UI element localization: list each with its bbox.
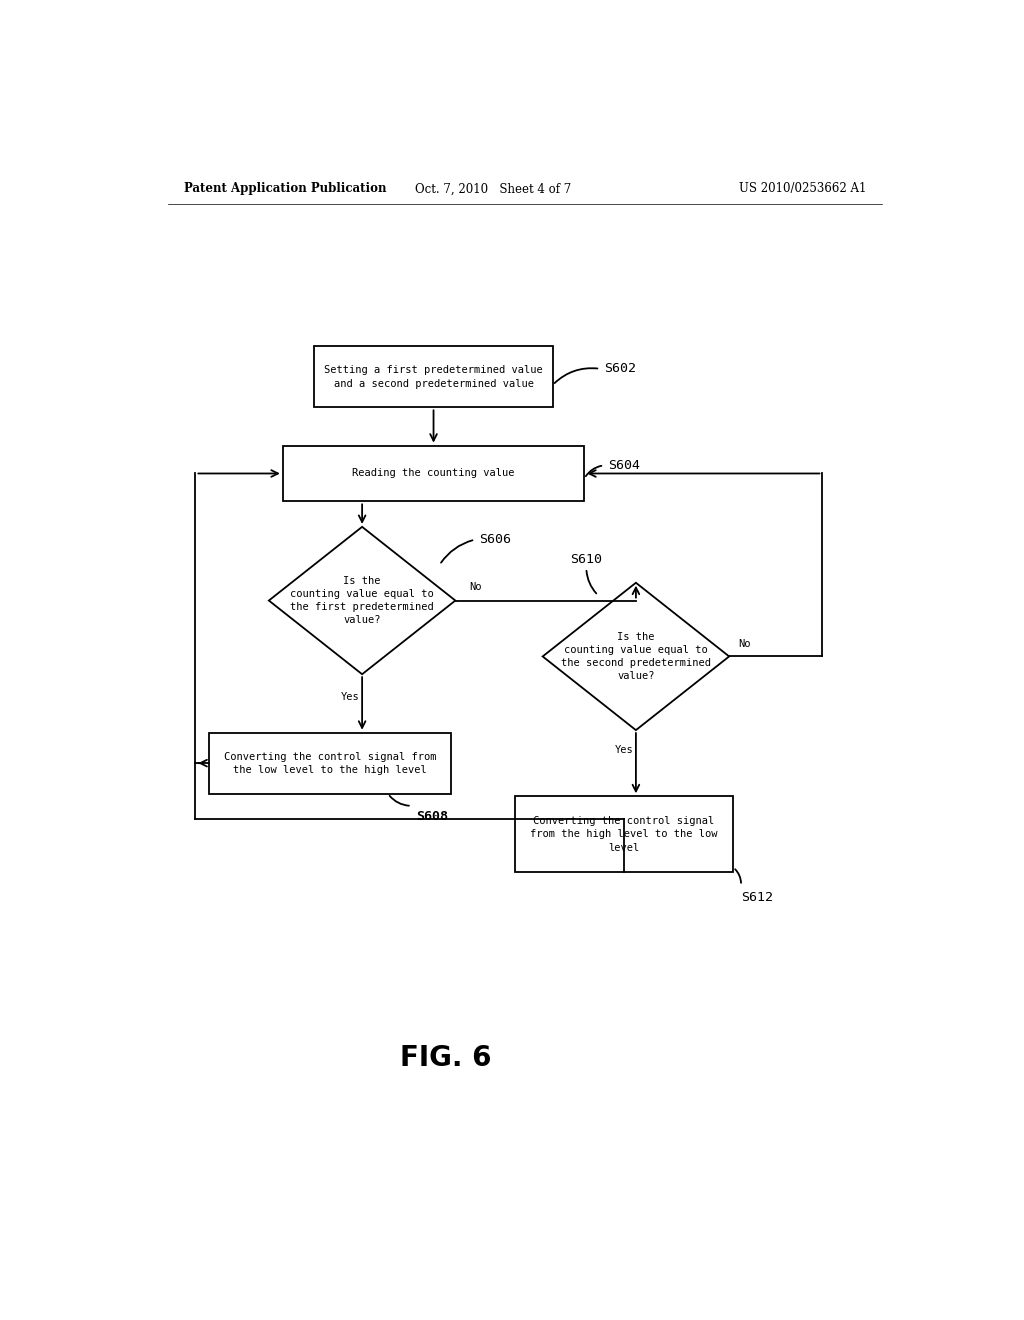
Bar — [515, 796, 733, 873]
Text: Yes: Yes — [341, 692, 359, 702]
Text: S606: S606 — [479, 533, 511, 546]
Text: S602: S602 — [604, 362, 636, 375]
Bar — [283, 446, 585, 502]
Text: FIG. 6: FIG. 6 — [399, 1044, 492, 1072]
FancyArrowPatch shape — [735, 870, 741, 883]
FancyArrowPatch shape — [586, 466, 601, 477]
Polygon shape — [269, 527, 456, 675]
FancyArrowPatch shape — [390, 796, 409, 805]
FancyArrowPatch shape — [441, 540, 472, 562]
FancyArrowPatch shape — [555, 368, 597, 383]
Text: Converting the control signal from
the low level to the high level: Converting the control signal from the l… — [224, 751, 436, 775]
Text: Oct. 7, 2010   Sheet 4 of 7: Oct. 7, 2010 Sheet 4 of 7 — [415, 182, 571, 195]
Text: Converting the control signal
from the high level to the low
level: Converting the control signal from the h… — [530, 816, 718, 853]
Text: US 2010/0253662 A1: US 2010/0253662 A1 — [738, 182, 866, 195]
Text: Is the
counting value equal to
the second predetermined
value?: Is the counting value equal to the secon… — [561, 632, 711, 681]
Text: Patent Application Publication: Patent Application Publication — [183, 182, 386, 195]
Text: S604: S604 — [608, 459, 640, 471]
Text: No: No — [470, 582, 482, 593]
Text: S612: S612 — [741, 891, 773, 904]
Text: Reading the counting value: Reading the counting value — [352, 469, 515, 478]
Text: No: No — [738, 639, 752, 649]
Bar — [209, 733, 452, 793]
Bar — [314, 346, 553, 408]
Text: Setting a first predetermined value
and a second predetermined value: Setting a first predetermined value and … — [325, 366, 543, 388]
Text: Is the
counting value equal to
the first predetermined
value?: Is the counting value equal to the first… — [290, 576, 434, 626]
FancyArrowPatch shape — [587, 570, 596, 594]
Text: Yes: Yes — [614, 746, 634, 755]
Polygon shape — [543, 582, 729, 730]
Text: S608: S608 — [416, 809, 447, 822]
Text: S610: S610 — [570, 553, 602, 566]
